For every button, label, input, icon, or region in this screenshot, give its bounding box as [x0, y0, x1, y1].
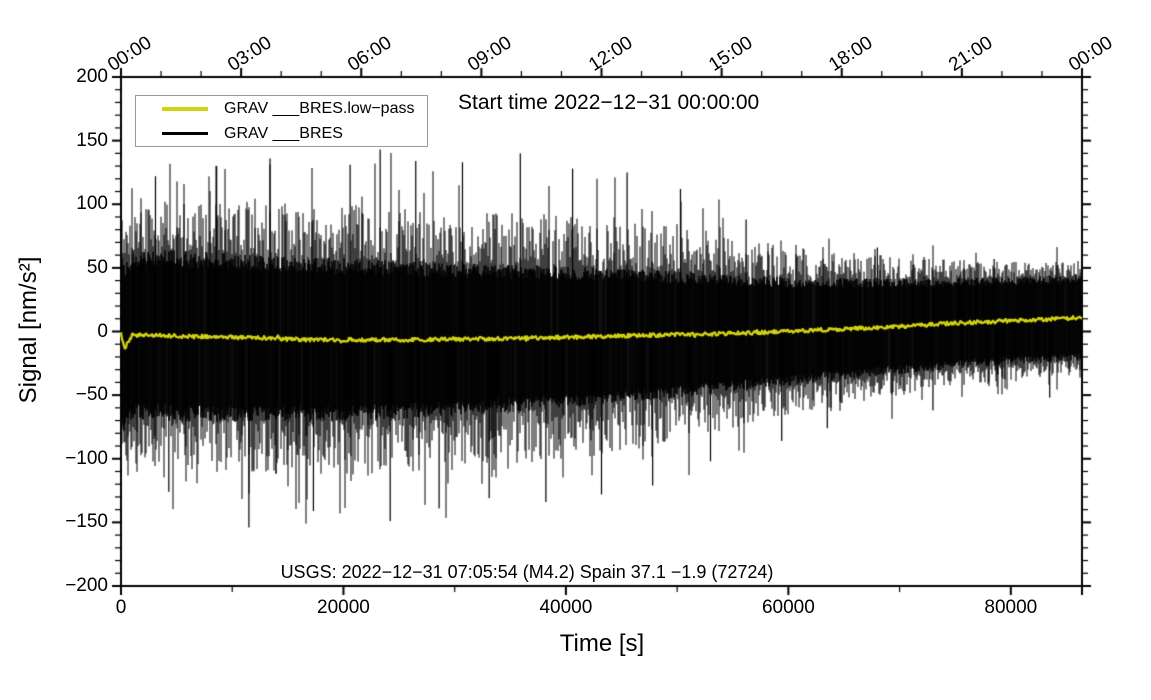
start-time-title: Start time 2022−12−31 00:00:00 — [458, 91, 760, 114]
x-tick-label: 40000 — [539, 597, 593, 618]
x-tick-label: 60000 — [761, 597, 815, 618]
legend-row-raw: GRAV ___BRES — [136, 123, 427, 145]
y-tick-label: −200 — [65, 575, 108, 596]
x-axis-label: Time [s] — [559, 630, 645, 657]
y-tick-label: 150 — [76, 129, 108, 151]
legend-row-lowpass: GRAV ___BRES.low−pass — [136, 98, 427, 120]
x-tick-label: 0 — [115, 597, 127, 618]
x-tick-label: 80000 — [984, 597, 1038, 618]
y-tick-label: 200 — [76, 66, 108, 87]
usgs-event-annotation: USGS: 2022−12−31 07:05:54 (M4.2) Spain 3… — [280, 562, 774, 582]
y-tick-label: 50 — [86, 256, 108, 278]
x-tick-label: 20000 — [317, 597, 370, 618]
y-tick-label: −100 — [65, 447, 108, 469]
y-tick-label: 0 — [97, 320, 108, 342]
legend-label-raw: GRAV ___BRES — [224, 124, 343, 142]
lowpass-line-swatch — [162, 106, 208, 111]
y-tick-label: −50 — [75, 384, 108, 406]
y-tick-label: 100 — [76, 193, 108, 215]
y-tick-label: −150 — [65, 511, 108, 533]
legend-label-lowpass: GRAV ___BRES.low−pass — [224, 99, 415, 117]
raw-line-swatch — [162, 132, 208, 135]
legend-box: GRAV ___BRES.low−pass GRAV ___BRES — [135, 95, 428, 147]
